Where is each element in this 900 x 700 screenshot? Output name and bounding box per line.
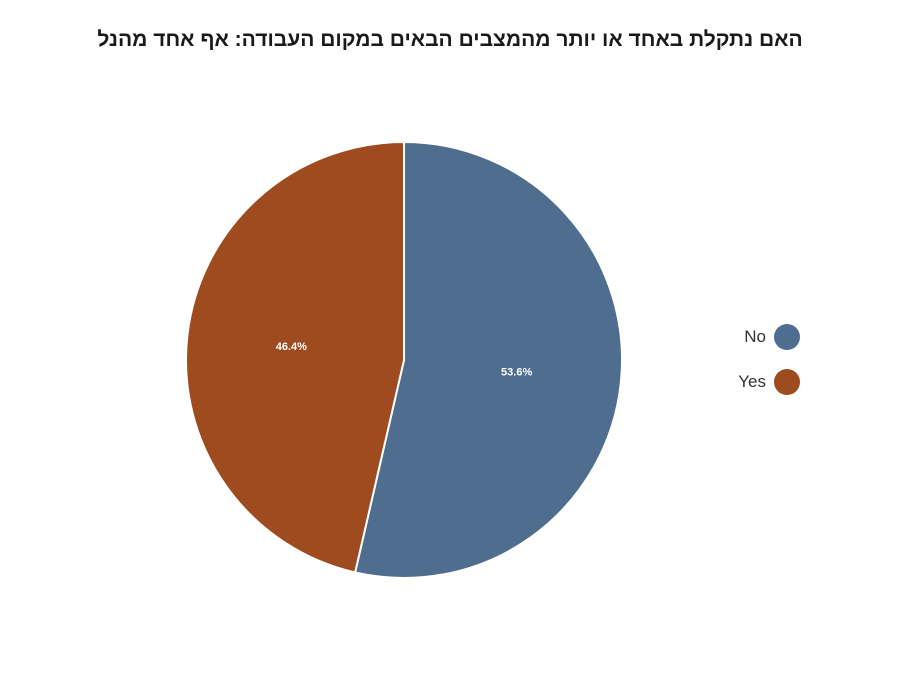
legend-item-yes[interactable]: Yes [720, 367, 800, 397]
legend-label-yes: Yes [738, 372, 766, 391]
slice-label-no: 53.6% [501, 367, 532, 379]
pie-slices [184, 140, 623, 579]
legend: No Yes [720, 322, 800, 412]
pie-labels: 53.6% 46.4% [276, 341, 533, 379]
legend-item-no[interactable]: No [720, 322, 800, 352]
legend-label-no: No [744, 327, 766, 346]
legend-swatch-no [774, 324, 800, 350]
pie-slice-yes[interactable] [184, 140, 405, 574]
slice-label-yes: 46.4% [276, 341, 307, 353]
pie-slice-no[interactable] [353, 140, 623, 579]
chart-title: האם נתקלת באחד או יותר מהמצבים הבאים במק… [97, 28, 803, 51]
legend-swatch-yes [774, 369, 800, 395]
